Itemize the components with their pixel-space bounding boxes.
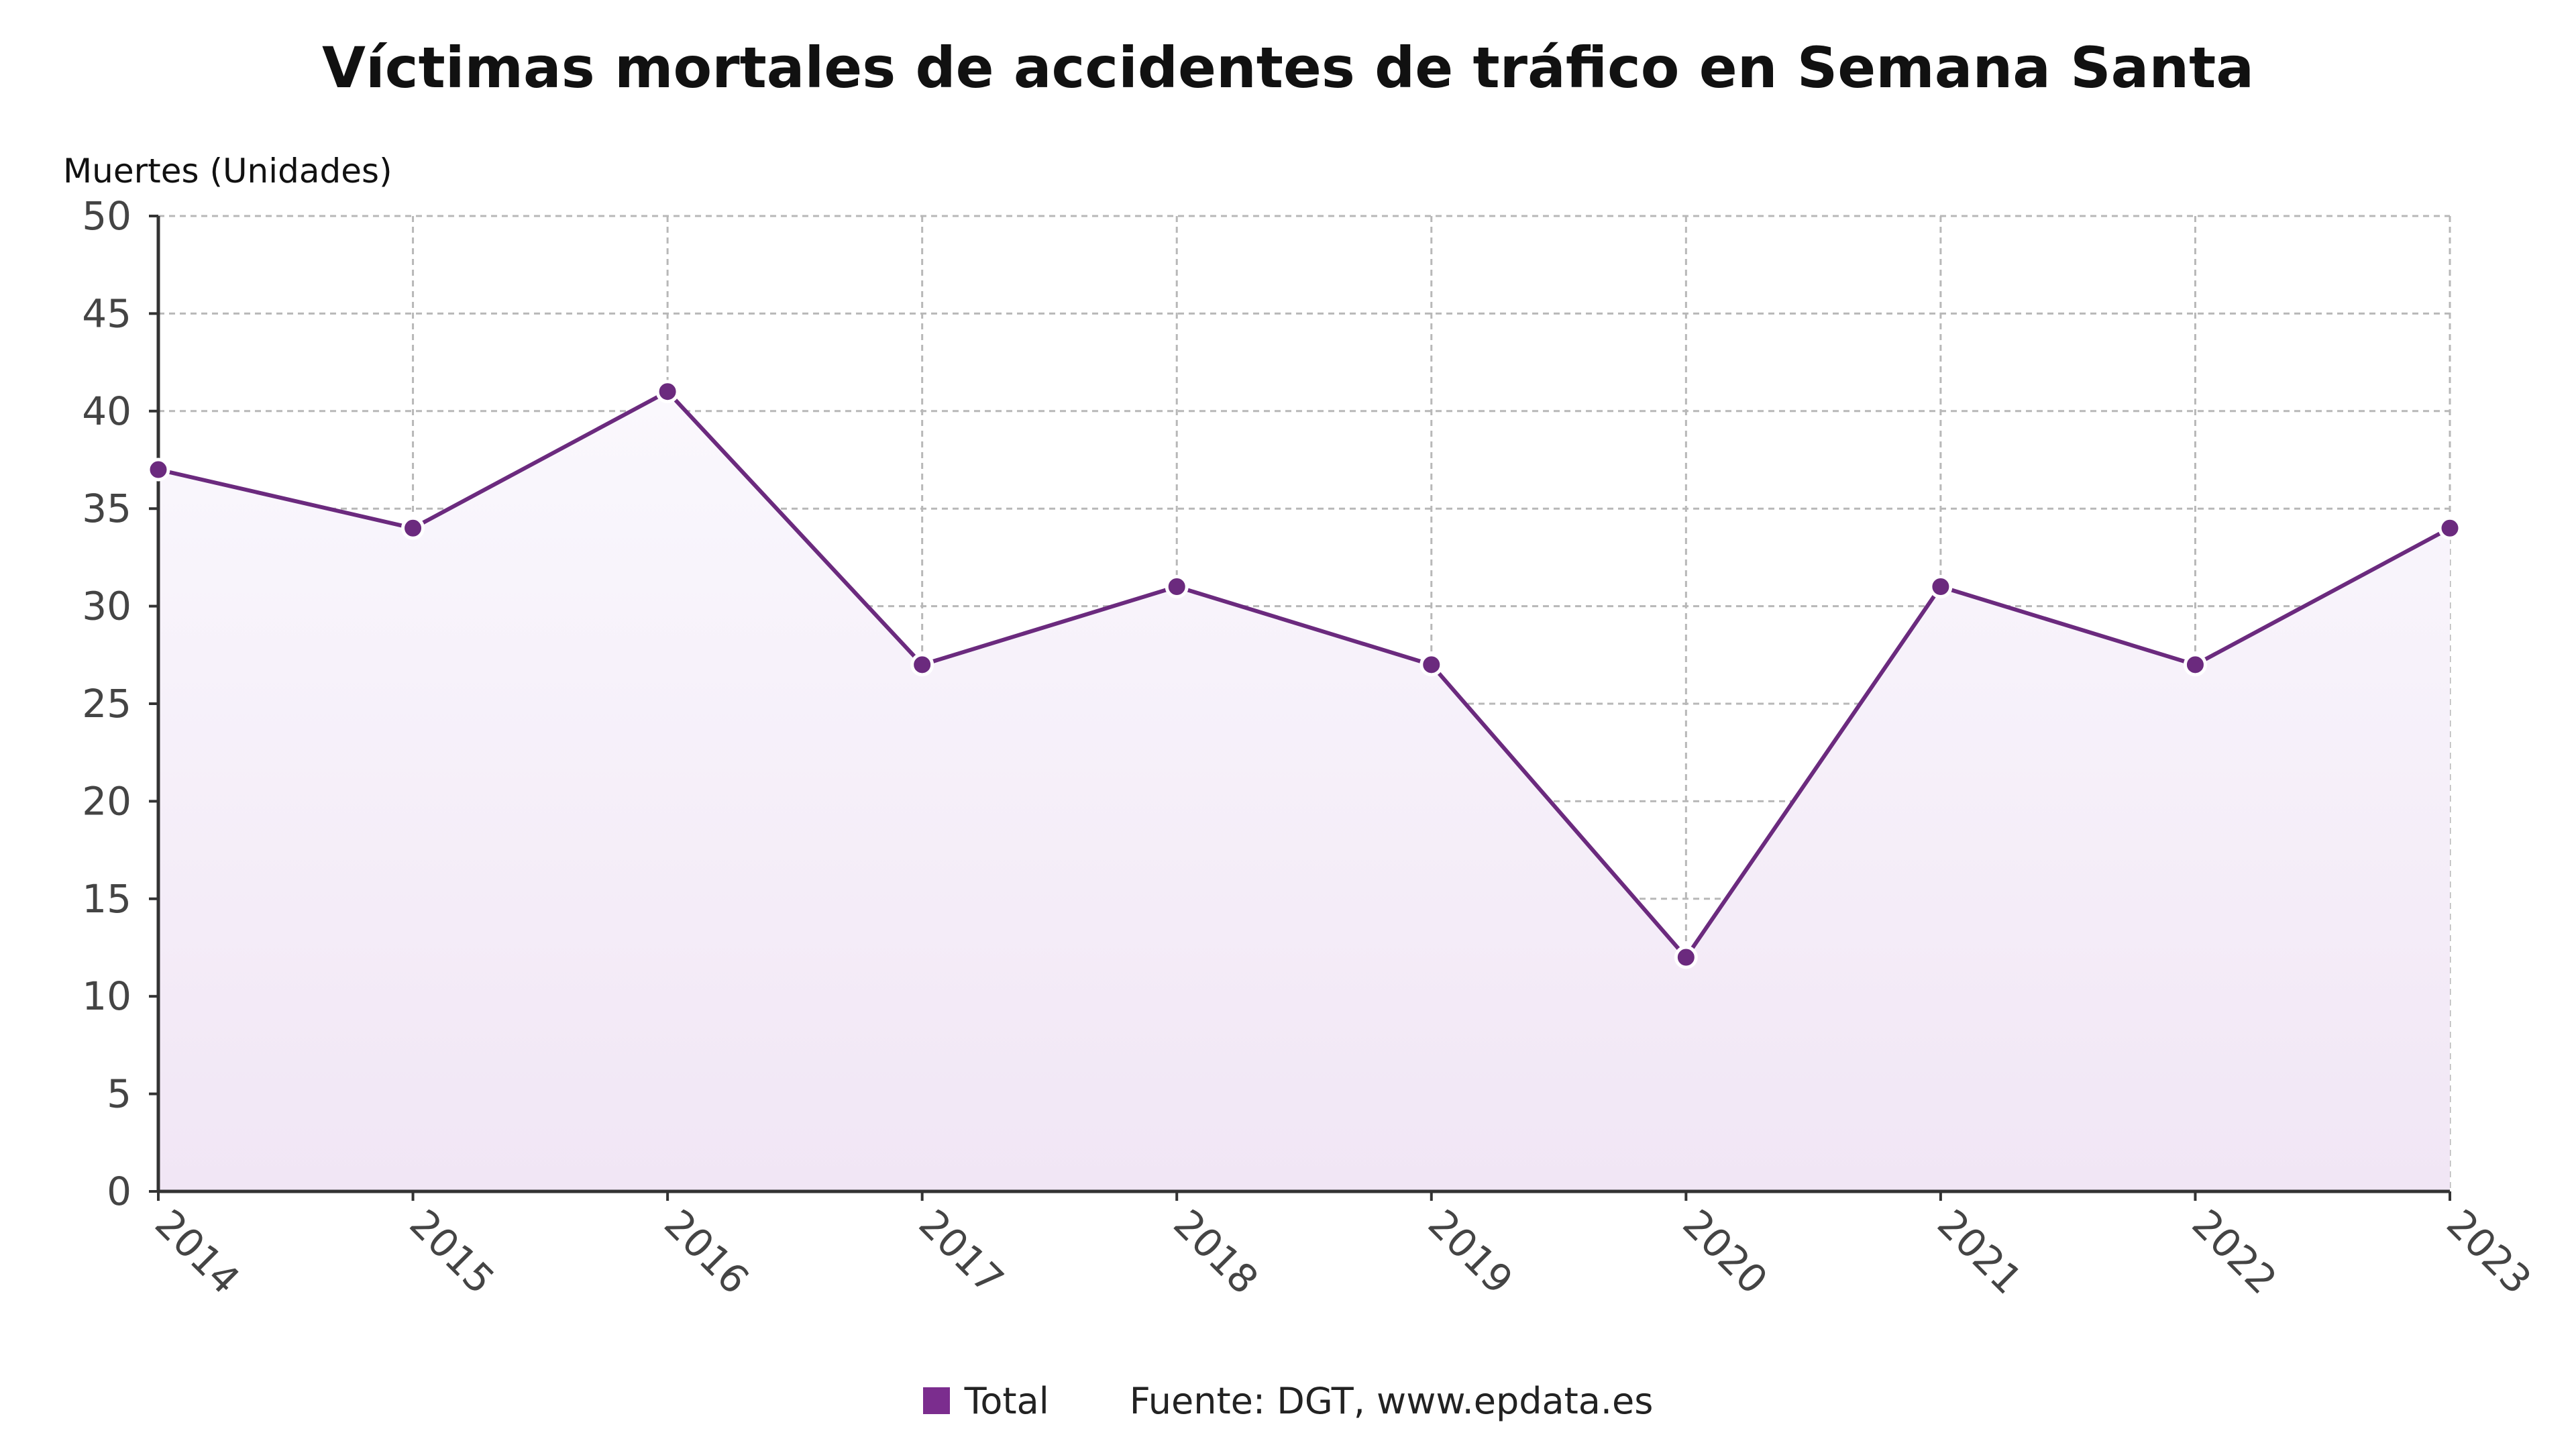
series-line-total bbox=[158, 389, 2451, 960]
legend-item-total[interactable]: Total bbox=[922, 1379, 1049, 1422]
y-tick-label: 35 bbox=[82, 486, 131, 531]
x-tick-label: 2022 bbox=[2184, 1201, 2286, 1303]
chart-footer: Total Fuente: DGT, www.epdata.es bbox=[0, 1374, 2576, 1428]
legend-swatch bbox=[922, 1387, 950, 1414]
y-tick-label: 20 bbox=[82, 778, 131, 824]
x-tick-label: 2018 bbox=[1165, 1201, 1267, 1303]
data-point-2021[interactable] bbox=[1929, 575, 1953, 599]
data-point-2020[interactable] bbox=[1674, 945, 1698, 969]
x-tick-label: 2021 bbox=[1929, 1201, 2031, 1303]
y-tick-label: 15 bbox=[82, 876, 131, 922]
y-tick-label: 0 bbox=[107, 1169, 131, 1214]
chart-title: Víctimas mortales de accidentes de tráfi… bbox=[321, 35, 2255, 101]
x-tick-label: 2015 bbox=[401, 1201, 503, 1303]
data-point-2023[interactable] bbox=[2438, 516, 2462, 540]
y-tick-label: 5 bbox=[107, 1071, 131, 1117]
y-tick-label: 50 bbox=[82, 193, 131, 239]
x-tick-label: 2017 bbox=[910, 1201, 1012, 1303]
axes bbox=[149, 215, 2451, 1201]
y-tick-label: 40 bbox=[82, 388, 131, 434]
area-fill bbox=[158, 391, 2450, 1191]
x-tick-label: 2020 bbox=[1674, 1201, 1776, 1303]
data-points bbox=[146, 380, 2462, 969]
legend-label: Total bbox=[964, 1379, 1049, 1422]
data-point-2022[interactable] bbox=[2183, 653, 2207, 677]
x-tick-label: 2023 bbox=[2438, 1201, 2540, 1303]
y-tick-label: 10 bbox=[82, 973, 131, 1019]
data-point-2014[interactable] bbox=[146, 458, 170, 482]
x-tick-label: 2019 bbox=[1419, 1201, 1521, 1303]
x-tick-label: 2014 bbox=[146, 1201, 248, 1303]
data-point-2016[interactable] bbox=[655, 380, 680, 404]
y-tick-labels: 0 5 10 15 20 25 30 35 40 45 50 bbox=[82, 193, 131, 1214]
data-point-2019[interactable] bbox=[1419, 653, 1444, 677]
y-tick-label: 25 bbox=[82, 681, 131, 727]
data-point-2015[interactable] bbox=[401, 516, 425, 540]
data-point-2018[interactable] bbox=[1165, 575, 1189, 599]
y-axis-title: Muertes (Unidades) bbox=[63, 152, 392, 191]
source-note: Fuente: DGT, www.epdata.es bbox=[1129, 1379, 1654, 1422]
x-tick-labels: 2014 2015 2016 2017 2018 2019 2020 2021 2022 2023 bbox=[146, 1201, 2540, 1303]
y-tick-label: 30 bbox=[82, 584, 131, 629]
data-point-2017[interactable] bbox=[910, 653, 934, 677]
y-tick-label: 45 bbox=[82, 290, 131, 336]
x-tick-label: 2016 bbox=[655, 1201, 757, 1303]
